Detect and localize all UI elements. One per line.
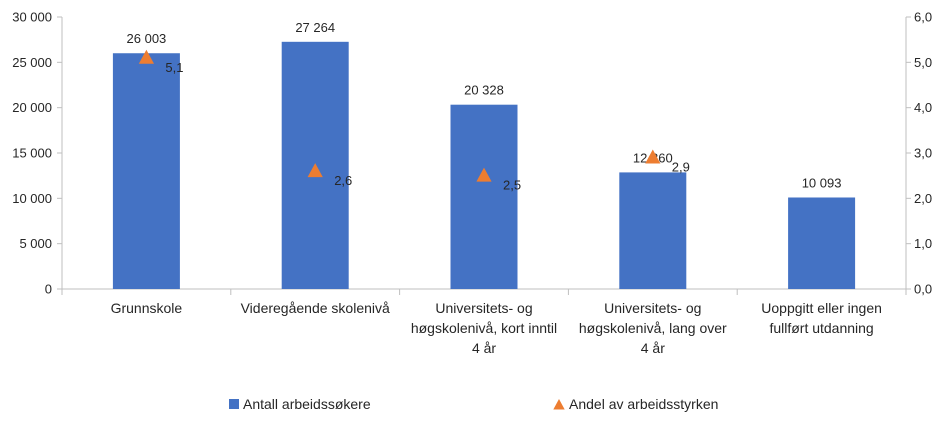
legend: Antall arbeidssøkere Andel av arbeidsstyr… xyxy=(229,396,718,412)
right-tick-label: 2,0 xyxy=(914,191,932,206)
legend-label-markers: Andel av arbeidsstyrken xyxy=(569,396,718,412)
right-axis-ticks: 0,0 1,0 2,0 3,0 4,0 5,0 6,0 xyxy=(906,10,932,297)
legend-bar-swatch xyxy=(229,399,239,409)
left-tick-label: 15 000 xyxy=(12,146,52,161)
category-label-line: høgskolenivå, lang over xyxy=(579,320,727,336)
legend-label-bars: Antall arbeidssøkere xyxy=(243,396,371,412)
right-tick-label: 5,0 xyxy=(914,55,932,70)
left-tick-label: 30 000 xyxy=(12,10,52,25)
bar-value-label: 26 003 xyxy=(127,31,167,46)
right-tick-label: 6,0 xyxy=(914,10,932,25)
category-label: Uoppgitt eller ingen fullført utdanning xyxy=(761,300,882,336)
category-label-line: 4 år xyxy=(472,340,496,356)
bar xyxy=(451,105,518,289)
category-label: Grunnskole xyxy=(111,300,183,316)
left-tick-label: 20 000 xyxy=(12,100,52,115)
marker-value-label: 2,6 xyxy=(334,173,352,188)
left-tick-label: 0 xyxy=(45,282,52,297)
marker-value-label: 5,1 xyxy=(165,60,183,75)
left-tick-label: 25 000 xyxy=(12,55,52,70)
marker-series xyxy=(139,50,661,182)
bar-value-label: 27 264 xyxy=(295,20,335,35)
category-label-line: Universitets- og xyxy=(435,300,532,316)
category-labels: Grunnskole Videregående skolenivå Universi… xyxy=(111,300,882,356)
legend-triangle-swatch xyxy=(553,399,564,410)
bar-value-label: 10 093 xyxy=(802,175,842,190)
category-label-line: Universitets- og xyxy=(604,300,701,316)
category-label: Universitets- og høgskolenivå, lang over 4… xyxy=(579,300,727,356)
bar xyxy=(788,197,855,289)
bar xyxy=(619,172,686,289)
category-label-line: Grunnskole xyxy=(111,300,183,316)
category-label-line: fullført utdanning xyxy=(769,320,873,336)
category-label: Videregående skolenivå xyxy=(241,300,390,316)
marker-data-labels: 5,1 2,6 2,5 2,9 xyxy=(165,60,689,193)
bar-series xyxy=(113,42,855,289)
category-label-line: Videregående skolenivå xyxy=(241,300,390,316)
right-tick-label: 0,0 xyxy=(914,282,932,297)
marker-value-label: 2,5 xyxy=(503,178,521,193)
bar-value-label: 20 328 xyxy=(464,83,504,98)
right-tick-label: 4,0 xyxy=(914,100,932,115)
bar xyxy=(113,53,180,289)
left-axis-ticks: 0 5 000 10 000 15 000 20 000 25 000 30 000 xyxy=(12,10,62,297)
category-label-line: Uoppgitt eller ingen xyxy=(761,300,882,316)
left-tick-label: 10 000 xyxy=(12,191,52,206)
right-tick-label: 1,0 xyxy=(914,236,932,251)
right-tick-label: 3,0 xyxy=(914,146,932,161)
category-label-line: 4 år xyxy=(641,340,665,356)
left-tick-label: 5 000 xyxy=(19,236,52,251)
category-label: Universitets- og høgskolenivå, kort innti… xyxy=(411,300,557,356)
marker-value-label: 2,9 xyxy=(672,160,690,175)
category-label-line: høgskolenivå, kort inntil xyxy=(411,320,557,336)
